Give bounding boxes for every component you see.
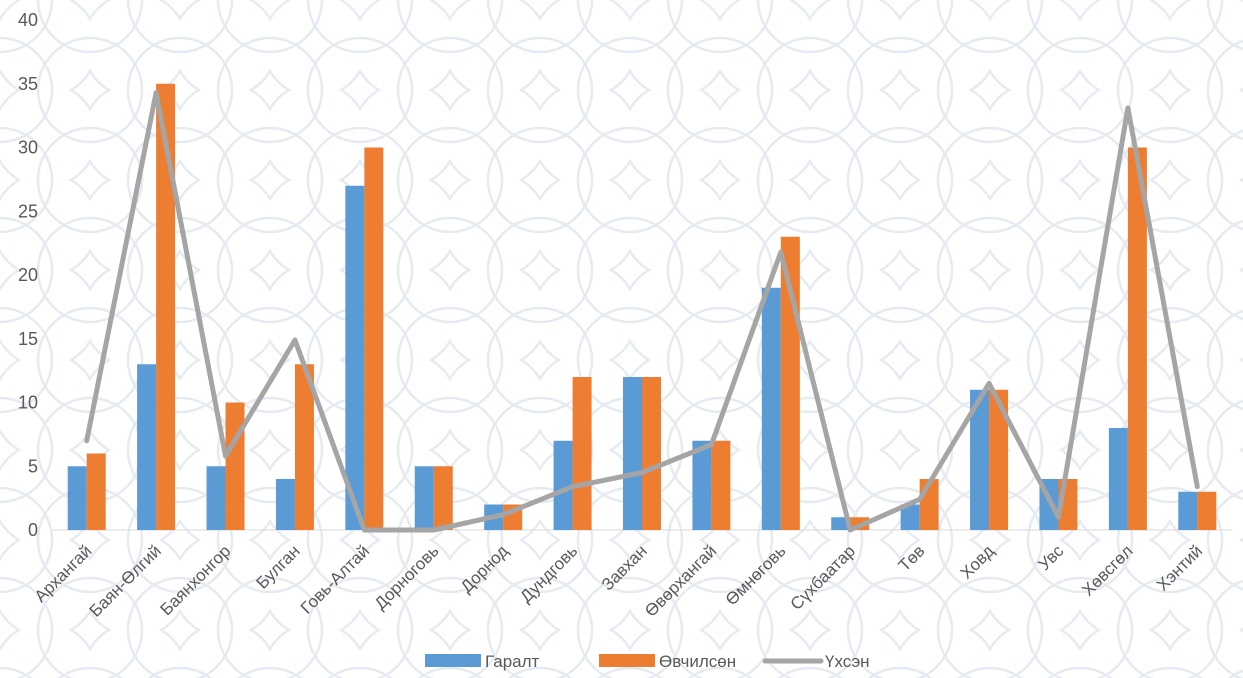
bar-garalt xyxy=(900,504,920,530)
bar-ovchilson xyxy=(86,453,106,530)
bar-garalt xyxy=(1108,428,1128,530)
bar-garalt xyxy=(623,377,642,530)
bars-layer xyxy=(67,83,1217,530)
y-tick-label: 0 xyxy=(28,520,38,540)
bar-ovchilson xyxy=(711,440,731,530)
y-tick-label: 25 xyxy=(18,201,38,221)
bar-garalt xyxy=(345,185,365,530)
y-tick-label: 5 xyxy=(28,456,38,476)
bar-ovchilson xyxy=(225,402,245,530)
bar-ovchilson xyxy=(294,364,314,530)
y-tick-label: 15 xyxy=(18,329,38,349)
bar-garalt xyxy=(275,479,295,530)
bar-ovchilson xyxy=(642,377,661,530)
bar-garalt xyxy=(137,364,157,530)
y-tick-label: 35 xyxy=(18,74,38,94)
y-tick-label: 40 xyxy=(18,10,38,30)
y-tick-label: 20 xyxy=(18,265,38,285)
bar-garalt xyxy=(67,466,87,530)
bar-garalt xyxy=(970,389,990,530)
bar-ovchilson xyxy=(1127,147,1147,530)
y-tick-label: 10 xyxy=(18,393,38,413)
line-uhsen xyxy=(84,90,1200,533)
bar-ovchilson xyxy=(364,147,384,530)
bar-garalt xyxy=(1178,491,1198,530)
bar-garalt xyxy=(414,466,434,530)
bar-garalt xyxy=(206,466,226,530)
y-axis-ticks: 0 5 10 15 20 25 30 35 40 xyxy=(18,10,38,540)
y-tick-label: 30 xyxy=(18,138,38,158)
legend: Гаралт Өвчилсөн Үхсэн xyxy=(425,652,870,671)
legend-swatch xyxy=(599,654,655,667)
bar-ovchilson xyxy=(989,389,1009,530)
bar-ovchilson xyxy=(1197,491,1217,530)
line-series-layer xyxy=(84,90,1200,533)
legend-label: Үхсэн xyxy=(825,652,870,671)
bar-garalt xyxy=(692,440,712,530)
bar-ovchilson xyxy=(156,83,176,530)
bar-garalt xyxy=(761,287,781,530)
bar-garalt xyxy=(553,440,573,530)
legend-label: Өвчилсөн xyxy=(659,652,736,671)
bar-ovchilson xyxy=(433,466,453,530)
legend-label: Гаралт xyxy=(485,652,540,671)
bar-ovchilson xyxy=(572,377,592,530)
legend-swatch xyxy=(425,654,481,667)
